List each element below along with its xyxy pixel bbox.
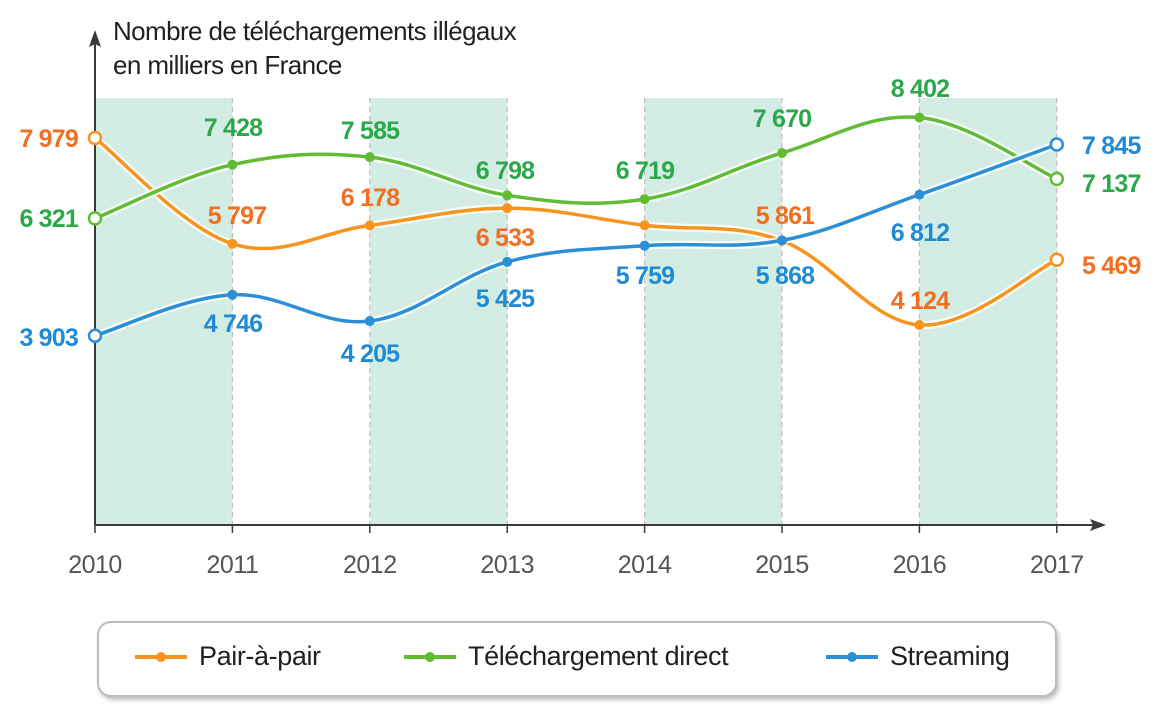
series-line-2 [94, 142, 1058, 338]
x-tick-label: 2012 [343, 551, 397, 579]
x-tick-label: 2013 [480, 551, 534, 579]
data-label: 5 797 [208, 202, 267, 230]
legend-swatch-green [404, 651, 456, 662]
data-point [777, 147, 787, 158]
data-label: 7 979 [19, 125, 78, 153]
data-point [87, 211, 103, 226]
legend-item-streaming: Streaming [826, 641, 1010, 672]
data-point [87, 130, 103, 146]
shaded-band [369, 98, 508, 525]
data-point [777, 235, 787, 246]
legend-label: Pair-à-pair [199, 641, 321, 671]
data-label: 7 670 [753, 105, 812, 133]
series-line-1 [94, 115, 1058, 221]
data-label: 5 425 [476, 285, 535, 313]
chart-title-line-1: Nombre de téléchargements illégaux [113, 16, 517, 46]
data-label: 5 759 [616, 262, 675, 290]
data-point [87, 328, 103, 343]
legend-swatch-blue [826, 651, 878, 662]
data-point [227, 238, 238, 249]
x-tick-label: 2015 [755, 551, 809, 579]
data-point [227, 159, 238, 170]
data-point [502, 203, 513, 214]
x-axis-arrow-icon [1090, 519, 1106, 531]
data-label: 4 124 [891, 287, 950, 315]
data-label: 5 861 [756, 202, 815, 230]
x-tick-label: 2016 [893, 551, 947, 579]
x-tick-label: 2010 [68, 551, 122, 579]
data-point [502, 256, 513, 267]
shaded-band [644, 98, 782, 525]
legend-label: Streaming [890, 641, 1010, 671]
legend-item-telechargement-direct: Téléchargement direct [404, 641, 729, 672]
data-point [227, 289, 238, 300]
data-point [914, 112, 925, 123]
data-label: 6 812 [891, 219, 950, 247]
data-point [364, 316, 375, 327]
legend-swatch-orange [135, 651, 187, 662]
legend-label: Téléchargement direct [468, 641, 729, 671]
data-label: 6 321 [19, 205, 78, 233]
data-label: 8 402 [891, 75, 950, 103]
data-point [1049, 137, 1065, 152]
data-point [1049, 171, 1065, 187]
legend-item-pair-a-pair: Pair-à-pair [135, 641, 321, 672]
data-label: 7 137 [1082, 170, 1141, 198]
data-point [639, 194, 650, 205]
data-label: 6 719 [616, 157, 675, 185]
data-point [364, 220, 375, 231]
data-label: 7 845 [1082, 132, 1141, 160]
chart-title-line-2: en milliers en France [113, 50, 342, 80]
data-point [1049, 252, 1065, 267]
x-tick-label: 2014 [618, 551, 672, 579]
x-tick-label: 2011 [207, 551, 259, 579]
data-label: 6 533 [476, 224, 535, 252]
data-label: 6 798 [476, 157, 535, 185]
data-point [914, 319, 925, 330]
data-point [502, 190, 513, 201]
data-label: 5 868 [756, 262, 815, 290]
chart-title: Nombre de téléchargements illégaux en mi… [113, 14, 517, 82]
data-point [914, 189, 925, 200]
data-label: 4 746 [204, 310, 263, 338]
data-label: 5 469 [1082, 252, 1141, 280]
legend: Pair-à-pair Téléchargement direct Stream… [97, 621, 1057, 697]
data-label: 3 903 [19, 324, 78, 352]
data-point [639, 220, 650, 231]
data-label: 6 178 [341, 184, 400, 212]
data-point [364, 152, 375, 163]
data-point [639, 240, 650, 251]
data-label: 7 585 [341, 117, 400, 145]
data-label: 7 428 [204, 114, 263, 142]
data-label: 4 205 [341, 340, 400, 368]
y-axis-arrow-icon [89, 30, 101, 47]
x-tick-label: 2017 [1030, 551, 1084, 579]
